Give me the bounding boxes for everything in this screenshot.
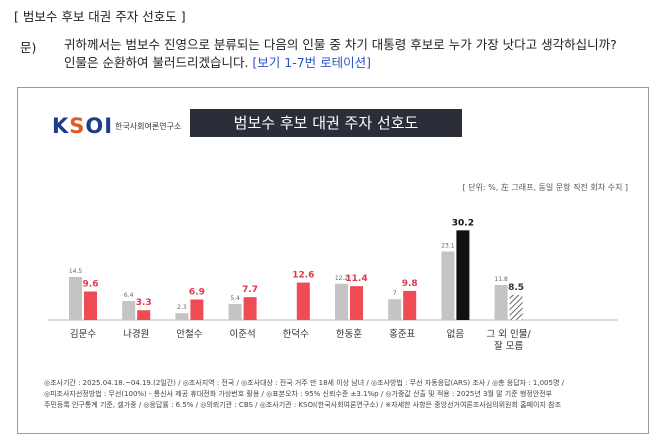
bar-current xyxy=(456,230,470,320)
label-previous: 23.1 xyxy=(441,242,455,249)
label-current: 9.6 xyxy=(83,280,99,290)
footer-line-3: 주민등록 인구통계 기준, 셀가중 / ◎응답률 : 6.5% / ◎의뢰기관 … xyxy=(44,401,562,409)
ksoi-logo: KSOI 한국사회여론연구소 xyxy=(52,114,181,138)
question-label: 문) xyxy=(20,40,37,55)
label-current: 30.2 xyxy=(452,218,474,228)
bar-current xyxy=(350,286,363,320)
bar-current xyxy=(403,290,417,320)
footer-line-2: ◎피조사자선정방법 : 무선(100%) - 통신사 제공 휴대전화 가상번호 … xyxy=(44,390,553,398)
bar-current xyxy=(190,299,204,320)
label-current: 11.4 xyxy=(345,274,367,284)
bar-previous xyxy=(388,299,402,320)
label-current: 3.3 xyxy=(136,298,152,308)
label-previous: 2.3 xyxy=(177,304,187,311)
label-current: 7.7 xyxy=(242,285,258,295)
category-label: 김문수 xyxy=(70,328,96,340)
label-current: 12.6 xyxy=(292,271,314,281)
question-note-text: 인물은 순환하여 불러드리겠습니다. xyxy=(64,55,249,70)
chart-title: 범보수 후보 대권 주자 선호도 xyxy=(190,109,462,137)
label-current: 9.8 xyxy=(402,279,418,289)
section-title: [ 범보수 후보 대권 주자 선호도 ] xyxy=(14,9,186,24)
category-label: 안철수 xyxy=(176,329,202,340)
category-label: 홍준표 xyxy=(389,328,415,340)
label-previous: 14.5 xyxy=(69,268,83,275)
question-text: 귀하께서는 범보수 진영으로 분류되는 다음의 인물 중 차기 대통령 후보로 … xyxy=(64,37,617,52)
label-previous: 5.4 xyxy=(230,295,240,302)
logo-mark: KSOI xyxy=(52,114,114,138)
label-current: 6.9 xyxy=(189,288,205,298)
rotation-note: [보기 1-7번 로테이션] xyxy=(252,55,372,70)
unit-note: [ 단위: %, 左 그래프, 동일 문항 직전 회차 수치 ] xyxy=(462,183,628,192)
label-previous: 7 xyxy=(393,290,397,297)
bar-current xyxy=(243,297,257,320)
category-label: 그 외 인물/ xyxy=(486,328,531,340)
bar-previous xyxy=(228,303,242,320)
category-label: 한동훈 xyxy=(336,328,362,340)
category-label: 잘 모름 xyxy=(494,340,523,352)
label-previous: 12.2 xyxy=(335,275,349,282)
bar-current xyxy=(296,282,310,320)
bar-previous xyxy=(175,313,189,320)
label-previous: 11.8 xyxy=(494,276,508,283)
bar-previous xyxy=(122,301,136,320)
category-label: 나경원 xyxy=(123,328,149,340)
bar-previous xyxy=(335,283,348,320)
bar-current xyxy=(509,294,523,320)
bar-previous xyxy=(441,251,455,320)
logo-subtitle: 한국사회여론연구소 xyxy=(115,122,182,131)
bar-chart: 14.59.6 김문수 6.43.3 나경원 2.36.9 안철수 5.47.7 이준석 12.… xyxy=(48,218,618,352)
bar-current xyxy=(137,310,151,320)
category-label: 한덕수 xyxy=(283,329,309,340)
category-label: 없음 xyxy=(447,328,465,340)
footer-line-1: ◎조사기간 : 2025.04.18.~04.19.(2일간) / ◎조사지역 … xyxy=(44,379,564,387)
label-previous: 6.4 xyxy=(124,292,134,299)
chart-panel: KSOI 한국사회여론연구소 범보수 후보 대권 주자 선호도 [ 단위: %, … xyxy=(17,87,649,434)
bar-current xyxy=(84,291,97,320)
category-label: 이준석 xyxy=(229,329,255,340)
label-current: 8.5 xyxy=(508,283,524,293)
bar-previous xyxy=(69,276,82,320)
bar-previous xyxy=(494,284,508,320)
question-note: 인물은 순환하여 불러드리겠습니다. [보기 1-7번 로테이션] xyxy=(64,55,371,71)
